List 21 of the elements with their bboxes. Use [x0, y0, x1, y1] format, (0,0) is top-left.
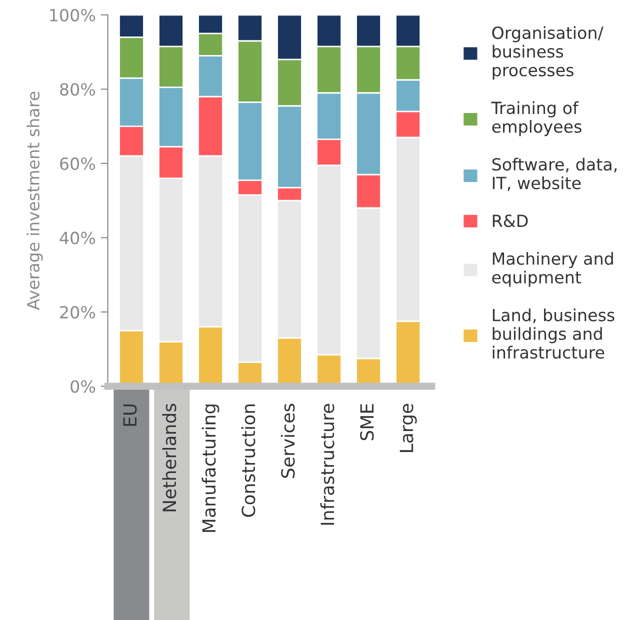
y-tick-label: 60%: [60, 157, 96, 170]
y-axis-title: Average investment share: [26, 92, 43, 310]
legend-label: Land, business buildings and infrastructure: [492, 308, 614, 359]
x-tick-label: Infrastructure: [320, 404, 334, 525]
y-tick-label: 100%: [50, 8, 96, 22]
legend-label: Training of employees: [491, 101, 582, 136]
x-tick-label: Netherlands: [162, 404, 176, 512]
x-tick-label: SME: [360, 404, 374, 440]
x-tick-label: Construction: [241, 404, 256, 517]
legend-label: R&D: [492, 214, 528, 228]
legend-label: Machinery and equipment: [492, 252, 613, 287]
y-tick-label: 40%: [60, 232, 96, 244]
x-tick-label: EU: [123, 404, 137, 426]
x-tick-label: Large: [400, 404, 417, 452]
x-tick-label: Services: [280, 404, 295, 478]
legend-label: Software, data, IT, website: [492, 158, 617, 192]
y-tick-label: 20%: [60, 306, 96, 319]
y-tick-label: 80%: [60, 83, 96, 96]
x-tick-label: Manufacturing: [202, 404, 220, 532]
y-tick-label: 0%: [70, 380, 96, 393]
legend-label: Organisation/ business processes: [492, 26, 604, 80]
